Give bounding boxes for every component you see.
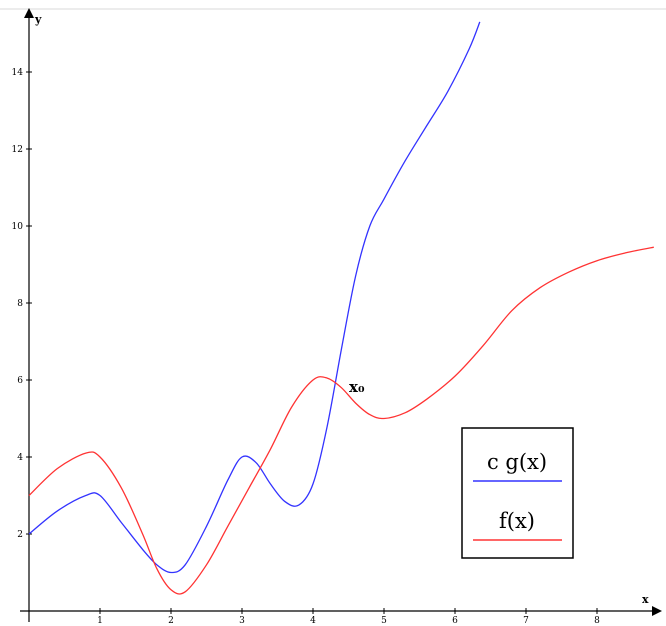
legend: c g(x) f(x) — [462, 428, 573, 558]
x-tick-label: 5 — [381, 616, 387, 626]
x-tick-label: 7 — [523, 616, 529, 626]
x-tick-label: 4 — [310, 616, 316, 626]
x0-annotation: x₀ — [349, 378, 365, 396]
x-tick-label: 2 — [168, 616, 174, 626]
legend-label-f: f(x) — [499, 509, 535, 533]
y-tick-label: 12 — [12, 145, 23, 155]
x-tick-label: 1 — [97, 616, 103, 626]
legend-box — [462, 428, 573, 558]
series-cg-line — [29, 22, 480, 573]
y-tick-label: 14 — [12, 68, 24, 78]
y-tick-label: 6 — [17, 376, 23, 386]
y-axis-label: y — [34, 13, 42, 26]
y-tick-label: 4 — [17, 453, 23, 463]
x-tick-label: 3 — [239, 616, 245, 626]
y-tick-label: 2 — [17, 530, 23, 540]
x-axis-arrow-icon — [652, 606, 662, 616]
x-tick-label: 6 — [452, 616, 458, 626]
x-axis-label: x — [642, 593, 649, 606]
legend-label-cg: c g(x) — [487, 450, 547, 474]
y-tick-label: 10 — [12, 222, 24, 232]
x-tick-label: 8 — [594, 616, 600, 626]
y-tick-label: 8 — [17, 299, 23, 309]
